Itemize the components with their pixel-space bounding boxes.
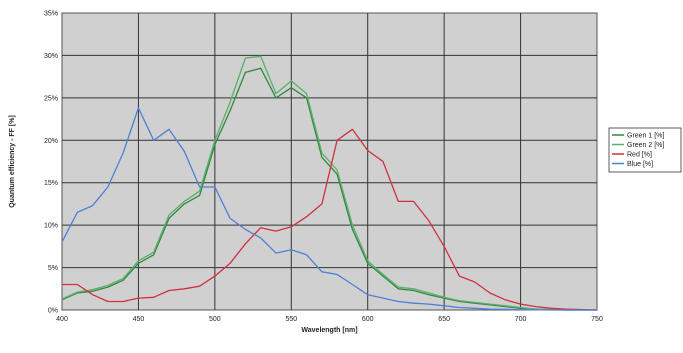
x-tick-label: 600: [362, 316, 374, 323]
x-tick-label: 700: [515, 316, 527, 323]
x-tick-label: 550: [285, 316, 297, 323]
y-tick-label: 20%: [44, 138, 58, 145]
y-tick-label: 0%: [48, 308, 58, 315]
series-lines: [61, 55, 598, 311]
legend-label: Blue [%]: [627, 161, 653, 168]
x-tick-label: 500: [209, 316, 221, 323]
legend-label: Green 2 [%]: [627, 142, 664, 149]
legend: Green 1 [%] Green 2 [%] Red [%] Blue [%]: [608, 127, 682, 173]
y-tick-label: 30%: [44, 53, 58, 60]
y-tick-label: 35%: [44, 11, 58, 18]
series-line-4: [61, 107, 597, 311]
series-line-1: [61, 67, 597, 311]
y-tick-label: 5%: [48, 265, 58, 272]
series-line-2: [61, 55, 597, 311]
x-tick-label: 450: [133, 316, 145, 323]
y-tick-label: 10%: [44, 223, 58, 230]
y-axis-title: Quantum efficiency - FF [%]: [9, 115, 16, 208]
y-tick-labels: 0% 5% 10% 15% 20% 25% 30% 35%: [44, 11, 58, 315]
x-tick-label: 750: [591, 316, 603, 323]
x-tick-label: 650: [438, 316, 450, 323]
series-line-3: [62, 128, 598, 311]
y-tick-label: 25%: [44, 95, 58, 102]
x-tick-labels: 400 450 500 550 600 650 700 750: [56, 316, 603, 323]
x-axis-title: Wavelength [nm]: [301, 327, 357, 334]
x-tick-label: 400: [56, 316, 68, 323]
y-tick-label: 15%: [44, 180, 58, 187]
legend-label: Green 1 [%]: [627, 133, 664, 140]
legend-label: Red [%]: [627, 152, 652, 159]
